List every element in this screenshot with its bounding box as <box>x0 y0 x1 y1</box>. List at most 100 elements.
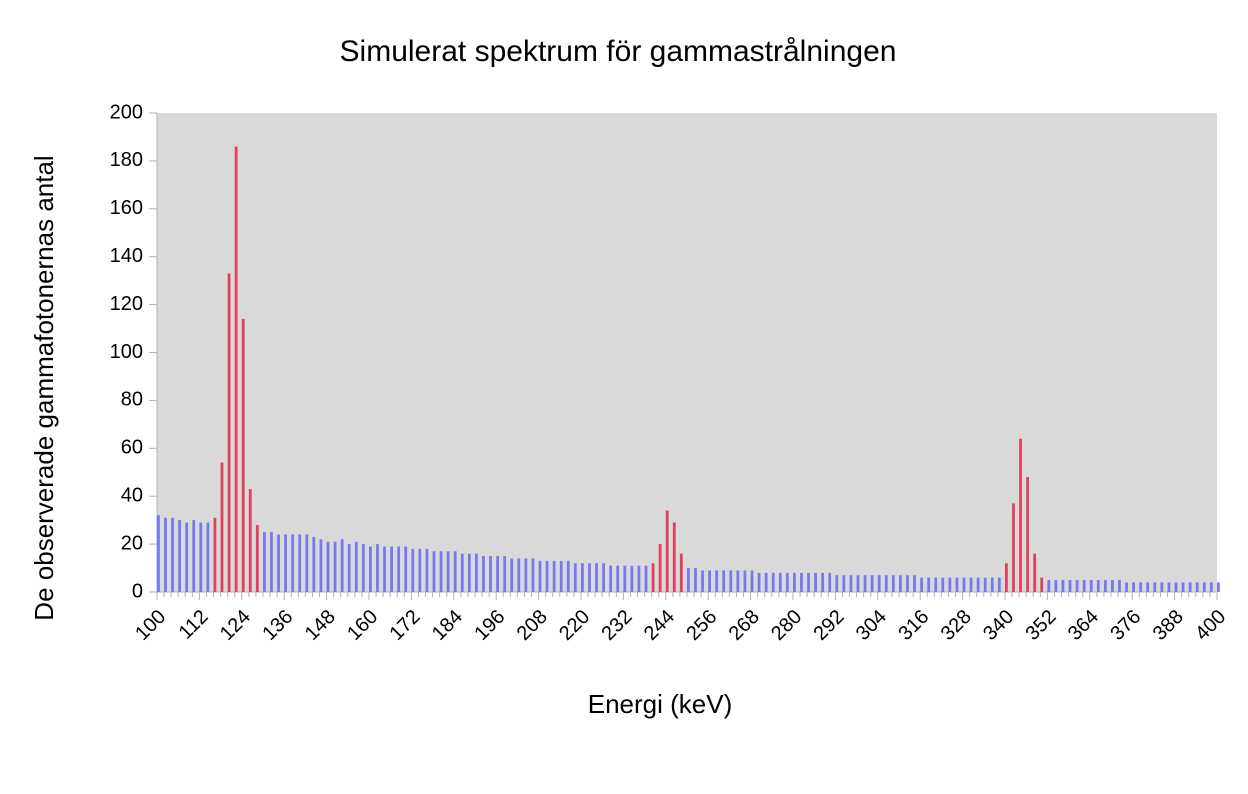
x-tick-label: 172 <box>386 606 425 645</box>
bar <box>227 273 231 592</box>
x-tick-label: 100 <box>131 606 170 645</box>
bar <box>467 553 471 592</box>
bar <box>715 570 719 592</box>
x-tick-label: 208 <box>513 606 552 645</box>
bar <box>581 563 584 592</box>
chart-title: Simulerat spektrum för gammastrålningen <box>340 35 897 68</box>
bar <box>800 572 803 592</box>
x-tick-label: 340 <box>979 606 1018 645</box>
y-tick-label: 200 <box>110 101 143 123</box>
bar <box>962 577 966 592</box>
bar <box>644 565 648 592</box>
bar <box>566 560 570 592</box>
x-tick-label: 184 <box>428 606 467 645</box>
bar <box>390 546 393 592</box>
bar <box>821 572 825 592</box>
bar <box>439 551 443 592</box>
bar <box>941 577 945 592</box>
x-tick-label: 112 <box>175 606 213 644</box>
x-tick-label: 352 <box>1022 606 1061 645</box>
bar <box>531 558 535 592</box>
bar <box>404 546 408 592</box>
bar <box>694 568 697 592</box>
bar <box>672 522 676 592</box>
bar <box>764 572 768 592</box>
bar <box>729 570 733 592</box>
bar <box>255 524 259 592</box>
bar <box>997 577 1001 592</box>
bar <box>778 572 782 592</box>
bar <box>658 544 662 592</box>
bar <box>340 539 344 592</box>
bar <box>920 577 923 592</box>
bar <box>1146 582 1150 592</box>
bar <box>969 577 973 592</box>
bar <box>1153 582 1157 592</box>
y-tick-label: 160 <box>110 197 143 219</box>
bar <box>1209 582 1213 592</box>
bar <box>1160 582 1164 592</box>
bar <box>1132 582 1135 592</box>
bar <box>185 522 189 592</box>
bar <box>849 575 853 592</box>
bar <box>432 551 436 592</box>
bar <box>552 560 556 592</box>
bar <box>1181 582 1185 592</box>
bar <box>588 563 591 592</box>
bar <box>609 565 613 592</box>
x-axis-title: Energi (keV) <box>588 689 733 719</box>
bar <box>333 541 337 592</box>
bar <box>517 558 521 592</box>
bar <box>927 577 931 592</box>
bar <box>559 560 563 592</box>
bar <box>1188 582 1192 592</box>
bar <box>891 575 895 592</box>
bar <box>213 517 217 592</box>
y-tick-label: 120 <box>110 293 143 315</box>
bar <box>665 510 669 592</box>
bar <box>835 575 839 592</box>
bar <box>814 572 817 592</box>
x-tick-label: 232 <box>598 606 637 645</box>
bar <box>1040 577 1044 592</box>
bar <box>524 558 528 592</box>
bar <box>687 568 690 592</box>
x-tick-label: 124 <box>216 606 255 645</box>
x-tick-label: 316 <box>894 606 933 645</box>
x-tick-label: 256 <box>682 606 721 645</box>
bar <box>1068 580 1072 592</box>
bar <box>863 575 867 592</box>
bar <box>990 577 994 592</box>
bar <box>1061 580 1065 592</box>
bar <box>220 462 224 592</box>
bar <box>602 563 605 592</box>
bar <box>284 534 287 592</box>
bar <box>545 560 549 592</box>
y-tick-label: 20 <box>121 532 143 554</box>
bar <box>906 575 909 592</box>
bar <box>171 517 174 592</box>
bar <box>538 560 542 592</box>
bar <box>1012 503 1015 592</box>
bar <box>1195 582 1199 592</box>
bar <box>877 575 881 592</box>
bar <box>736 570 740 592</box>
bar <box>651 563 655 592</box>
bar <box>298 534 302 592</box>
bar <box>1217 582 1220 592</box>
bar <box>1026 477 1029 592</box>
bar <box>312 536 316 592</box>
bar <box>842 575 846 592</box>
bar <box>976 577 980 592</box>
bar <box>771 572 775 592</box>
bar <box>1005 563 1008 592</box>
bar <box>475 553 478 592</box>
y-tick-label: 0 <box>132 580 143 602</box>
bar <box>948 577 952 592</box>
bar <box>411 548 415 592</box>
x-tick-label: 160 <box>343 606 382 645</box>
bar <box>1075 580 1079 592</box>
bar <box>828 572 832 592</box>
y-tick-label: 80 <box>121 389 143 411</box>
